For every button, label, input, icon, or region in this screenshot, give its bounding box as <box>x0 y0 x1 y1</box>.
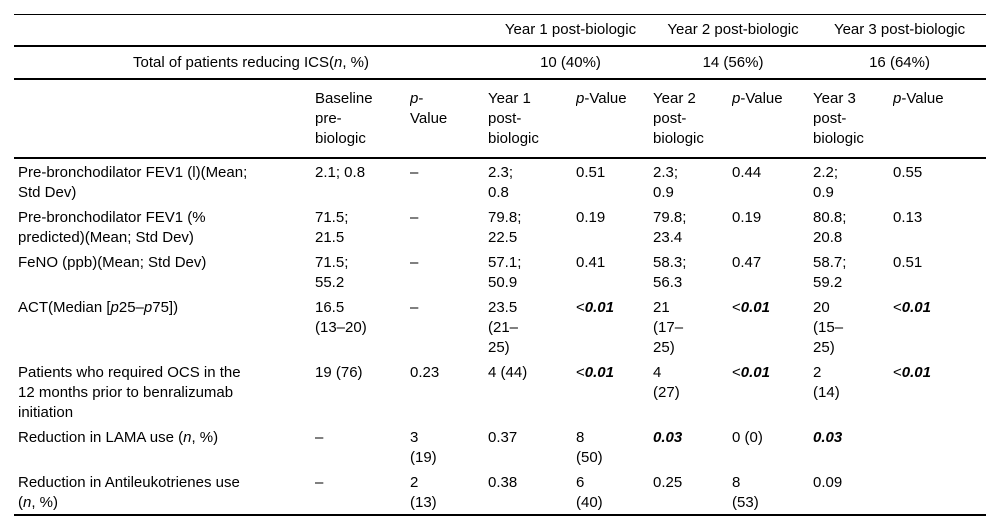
data-cell: 0.41 <box>576 254 606 271</box>
row-label: Reduction in Antileukotrienes use (n, %) <box>14 469 315 516</box>
data-cell: <0.01 <box>576 299 614 316</box>
data-cell: 0.38 <box>488 469 576 516</box>
totals-year1-value: 10 (40%) <box>488 46 654 80</box>
data-cell: 0.51 <box>893 254 923 271</box>
data-cell: 0.19 <box>576 209 606 226</box>
totals-year2-value: 14 (56%) <box>653 46 814 80</box>
col-header-baseline: Baseline pre- biologic <box>315 79 410 159</box>
data-cell: 58.7; 59.2 <box>813 254 847 291</box>
data-cell: 3 (19) <box>410 429 437 466</box>
data-cell: 0.37 <box>488 429 518 446</box>
table-body: Pre-bronchodilator FEV1 (l)(Mean; Std De… <box>14 158 987 516</box>
data-cell: – <box>410 254 419 271</box>
results-table: Year 1 post-biologic Year 2 post-biologi… <box>14 14 987 516</box>
data-cell: – <box>315 469 410 516</box>
row-label: Pre-bronchodilator FEV1 (% predicted)(Me… <box>18 209 206 246</box>
data-cell <box>893 469 987 516</box>
col-header-year3: Year 3 post- biologic <box>813 79 894 159</box>
row-label-header-empty <box>14 79 315 159</box>
data-cell: 0.25 <box>653 469 733 516</box>
data-cell: 0.03 <box>813 429 843 446</box>
data-cell: – <box>410 299 419 316</box>
data-cell: 2 (13) <box>410 469 488 516</box>
data-cell: 23.5 (21– 25) <box>488 299 519 356</box>
data-cell: 2 (14) <box>813 364 840 401</box>
data-cell: 0.55 <box>893 164 923 181</box>
table-row: Patients who required OCS in the 12 mont… <box>14 359 986 424</box>
data-cell: 2.2; 0.9 <box>813 164 839 201</box>
data-cell: 0.51 <box>576 164 606 181</box>
year3-group-header: Year 3 post-biologic <box>813 14 987 47</box>
data-cell: 0.03 <box>653 429 683 446</box>
data-cell: 8 (53) <box>732 469 814 516</box>
data-cell: 80.8; 20.8 <box>813 209 847 246</box>
data-cell: 4 (27) <box>653 364 680 401</box>
column-header-row: Baseline pre- biologic p- Value Year 1 p… <box>14 79 987 159</box>
year2-group-header: Year 2 post-biologic <box>653 14 814 47</box>
data-cell: 4 (44) <box>488 364 528 381</box>
data-cell: <0.01 <box>732 299 770 316</box>
year-group-header-row: Year 1 post-biologic Year 2 post-biologi… <box>14 14 987 47</box>
data-cell: 71.5; 21.5 <box>315 209 349 246</box>
data-cell <box>893 424 986 469</box>
totals-row: Total of patients reducing ICS(n, %) 10 … <box>14 46 987 80</box>
data-cell: – <box>410 164 419 181</box>
totals-row-label: Total of patients reducing ICS(n, %) <box>14 46 488 80</box>
data-cell: 71.5; 55.2 <box>315 254 349 291</box>
data-cell: 0.23 <box>410 364 440 381</box>
data-cell: 0.19 <box>732 209 762 226</box>
row-label: FeNO (ppb)(Mean; Std Dev) <box>18 254 207 271</box>
data-cell: 2.3; 0.9 <box>653 164 679 201</box>
row-label: ACT(Median [p25–p75]) <box>18 299 179 316</box>
data-cell: – <box>315 429 324 446</box>
col-header-pvalue-year2: p-Value <box>732 79 814 159</box>
data-cell: 0.13 <box>893 209 923 226</box>
data-cell: 8 (50) <box>576 429 603 466</box>
data-cell: 0.47 <box>732 254 762 271</box>
table-row: Pre-bronchodilator FEV1 (l)(Mean; Std De… <box>14 158 986 204</box>
data-cell: <0.01 <box>732 364 770 381</box>
table-row: Reduction in LAMA use (n, %) – 3 (19) 0.37 8… <box>14 424 986 469</box>
col-header-pvalue-baseline: p- Value <box>410 79 488 159</box>
totals-year3-value: 16 (64%) <box>813 46 987 80</box>
year1-group-header: Year 1 post-biologic <box>488 14 654 47</box>
data-cell: 2.1; 0.8 <box>315 164 366 181</box>
results-table-container: Year 1 post-biologic Year 2 post-biologi… <box>14 14 987 516</box>
data-cell: 21 (17– 25) <box>653 299 684 356</box>
col-header-pvalue-year1: p-Value <box>576 79 654 159</box>
col-header-year2: Year 2 post- biologic <box>653 79 733 159</box>
data-cell: 20 (15– 25) <box>813 299 844 356</box>
table-row: ACT(Median [p25–p75]) 16.5 (13–20) – 23.5 (… <box>14 294 986 359</box>
corner-empty-cell <box>14 14 488 47</box>
data-cell: 19 (76) <box>315 364 363 381</box>
row-label: Pre-bronchodilator FEV1 (l)(Mean; Std De… <box>18 164 248 201</box>
table-row: Reduction in Antileukotrienes use (n, %)… <box>14 469 987 516</box>
data-cell: – <box>410 209 419 226</box>
table-row: Pre-bronchodilator FEV1 (% predicted)(Me… <box>14 204 986 249</box>
data-cell: 2.3; 0.8 <box>488 164 514 201</box>
data-cell: 57.1; 50.9 <box>488 254 522 291</box>
data-cell: 0.09 <box>813 469 894 516</box>
data-cell: 79.8; 22.5 <box>488 209 522 246</box>
row-label: Patients who required OCS in the 12 mont… <box>18 364 241 421</box>
col-header-year1: Year 1 post- biologic <box>488 79 576 159</box>
data-cell: 0.44 <box>732 164 762 181</box>
data-cell: <0.01 <box>576 364 614 381</box>
row-label: Reduction in LAMA use (n, %) <box>18 429 219 446</box>
data-cell: 0 (0) <box>732 429 763 446</box>
data-cell: 16.5 (13–20) <box>315 299 367 336</box>
data-cell: <0.01 <box>893 299 931 316</box>
data-cell: 6 (40) <box>576 469 654 516</box>
col-header-pvalue-year3: p-Value <box>893 79 987 159</box>
data-cell: <0.01 <box>893 364 931 381</box>
table-row: FeNO (ppb)(Mean; Std Dev) 71.5; 55.2 – 57.1… <box>14 249 986 294</box>
data-cell: 58.3; 56.3 <box>653 254 687 291</box>
data-cell: 79.8; 23.4 <box>653 209 687 246</box>
